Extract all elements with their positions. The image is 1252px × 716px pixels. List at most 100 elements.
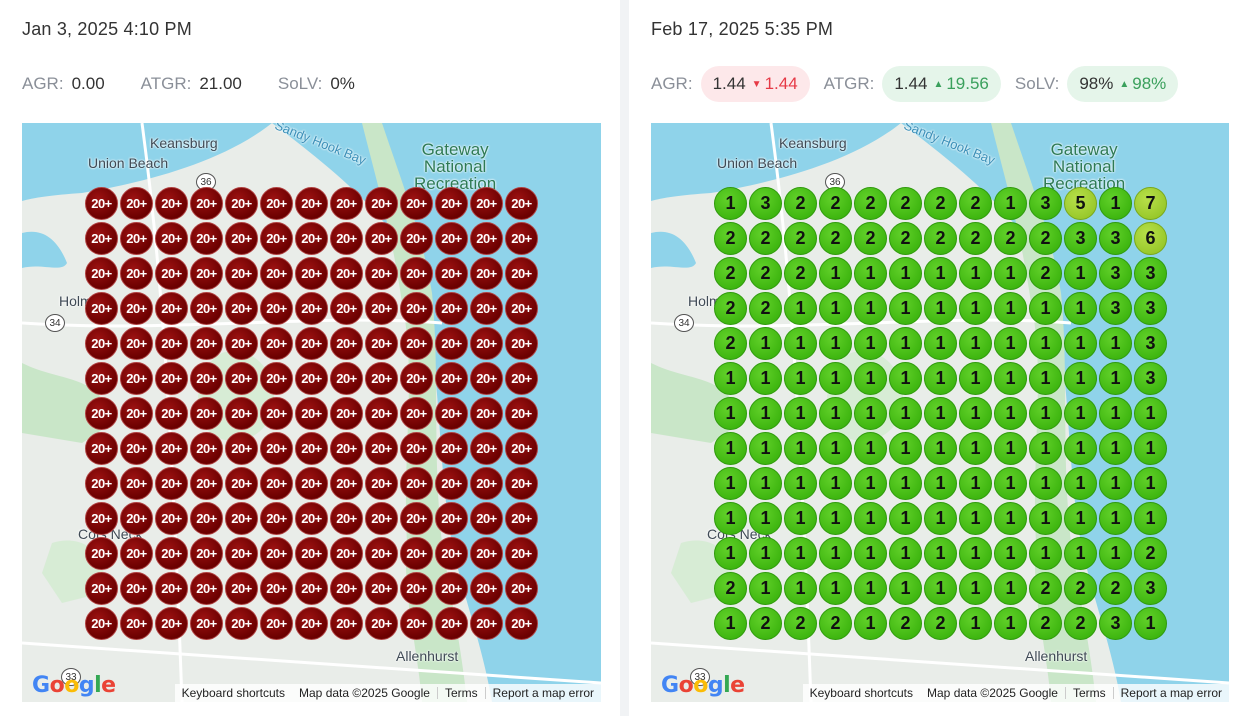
rank-pin[interactable]: 20+ [330, 327, 363, 360]
rank-pin[interactable]: 20+ [295, 537, 328, 570]
rank-pin[interactable]: 20+ [85, 292, 118, 325]
rank-pin[interactable]: 20+ [295, 257, 328, 290]
rank-pin[interactable]: 1 [819, 362, 852, 395]
rank-pin[interactable]: 20+ [190, 502, 223, 535]
rank-pin[interactable]: 20+ [330, 292, 363, 325]
rank-pin[interactable]: 1 [819, 502, 852, 535]
rank-pin[interactable]: 1 [924, 292, 957, 325]
rank-pin[interactable]: 20+ [400, 607, 433, 640]
rank-pin[interactable]: 20+ [225, 537, 258, 570]
rank-pin[interactable]: 20+ [330, 397, 363, 430]
rank-pin[interactable]: 2 [819, 222, 852, 255]
rank-pin[interactable]: 20+ [435, 607, 468, 640]
rank-pin[interactable]: 20+ [365, 187, 398, 220]
rank-pin[interactable]: 1 [854, 257, 887, 290]
rank-pin[interactable]: 20+ [85, 467, 118, 500]
rank-pin[interactable]: 1 [819, 467, 852, 500]
rank-pin[interactable]: 1 [1099, 187, 1132, 220]
rank-pin[interactable]: 1 [924, 572, 957, 605]
rank-pin[interactable]: 20+ [225, 397, 258, 430]
rank-pin[interactable]: 20+ [295, 292, 328, 325]
rank-pin[interactable]: 20+ [365, 327, 398, 360]
rank-pin[interactable]: 20+ [365, 222, 398, 255]
rank-pin[interactable]: 20+ [400, 467, 433, 500]
rank-pin[interactable]: 1 [854, 502, 887, 535]
rank-pin[interactable]: 20+ [400, 187, 433, 220]
rank-pin[interactable]: 3 [1099, 292, 1132, 325]
rank-pin[interactable]: 2 [994, 222, 1027, 255]
rank-pin[interactable]: 20+ [225, 222, 258, 255]
rank-pin[interactable]: 1 [959, 362, 992, 395]
rank-pin[interactable]: 1 [1029, 537, 1062, 570]
rank-pin[interactable]: 2 [1064, 607, 1097, 640]
rank-pin[interactable]: 20+ [190, 397, 223, 430]
rank-pin[interactable]: 1 [1064, 502, 1097, 535]
rank-pin[interactable]: 20+ [225, 362, 258, 395]
rank-pin[interactable]: 1 [1064, 467, 1097, 500]
rank-pin[interactable]: 20+ [435, 467, 468, 500]
rank-pin[interactable]: 1 [994, 292, 1027, 325]
rank-pin[interactable]: 2 [889, 187, 922, 220]
rank-pin[interactable]: 20+ [260, 572, 293, 605]
rank-pin[interactable]: 1 [994, 187, 1027, 220]
rank-pin[interactable]: 20+ [155, 607, 188, 640]
rank-pin[interactable]: 20+ [190, 607, 223, 640]
rank-pin[interactable]: 1 [959, 257, 992, 290]
rank-pin[interactable]: 20+ [400, 362, 433, 395]
rank-pin[interactable]: 1 [749, 572, 782, 605]
rank-pin[interactable]: 2 [889, 607, 922, 640]
rank-pin[interactable]: 1 [854, 292, 887, 325]
rank-pin[interactable]: 3 [1134, 292, 1167, 325]
rank-pin[interactable]: 1 [784, 362, 817, 395]
rank-pin[interactable]: 1 [854, 537, 887, 570]
rank-pin[interactable]: 20+ [435, 327, 468, 360]
rank-pin[interactable]: 3 [749, 187, 782, 220]
rank-pin[interactable]: 1 [1064, 327, 1097, 360]
rank-pin[interactable]: 3 [1029, 187, 1062, 220]
rank-pin[interactable]: 20+ [155, 327, 188, 360]
rank-pin[interactable]: 2 [889, 222, 922, 255]
rank-pin[interactable]: 20+ [190, 292, 223, 325]
rank-pin[interactable]: 20+ [435, 537, 468, 570]
rank-pin[interactable]: 20+ [190, 572, 223, 605]
rank-pin[interactable]: 20+ [155, 572, 188, 605]
rank-pin[interactable]: 1 [819, 292, 852, 325]
rank-pin[interactable]: 20+ [155, 257, 188, 290]
rank-pin[interactable]: 20+ [400, 257, 433, 290]
rank-pin[interactable]: 20+ [400, 537, 433, 570]
rank-pin[interactable]: 20+ [470, 222, 503, 255]
rank-pin[interactable]: 1 [994, 257, 1027, 290]
rank-pin[interactable]: 20+ [435, 432, 468, 465]
rank-pin[interactable]: 20+ [295, 362, 328, 395]
rank-pin[interactable]: 1 [924, 397, 957, 430]
rank-pin[interactable]: 20+ [470, 607, 503, 640]
rank-pin[interactable]: 2 [749, 257, 782, 290]
rank-pin[interactable]: 20+ [435, 362, 468, 395]
rank-pin[interactable]: 1 [924, 327, 957, 360]
rank-pin[interactable]: 1 [714, 467, 747, 500]
rank-pin[interactable]: 1 [784, 327, 817, 360]
rank-pin[interactable]: 20+ [155, 397, 188, 430]
rank-pin[interactable]: 1 [854, 572, 887, 605]
rank-pin[interactable]: 20+ [190, 187, 223, 220]
rank-pin[interactable]: 2 [1029, 222, 1062, 255]
rank-pin[interactable]: 1 [854, 327, 887, 360]
rank-pin[interactable]: 1 [784, 537, 817, 570]
rank-pin[interactable]: 20+ [85, 187, 118, 220]
rank-pin[interactable]: 20+ [295, 222, 328, 255]
rank-pin[interactable]: 1 [714, 187, 747, 220]
rank-pin[interactable]: 20+ [365, 432, 398, 465]
terms-link[interactable]: Terms [1072, 686, 1106, 700]
rank-pin[interactable]: 1 [854, 432, 887, 465]
rank-pin[interactable]: 20+ [470, 327, 503, 360]
rank-pin[interactable]: 20+ [505, 502, 538, 535]
rank-pin[interactable]: 2 [749, 222, 782, 255]
rank-pin[interactable]: 1 [924, 362, 957, 395]
rank-pin[interactable]: 20+ [330, 467, 363, 500]
rank-pin[interactable]: 20+ [365, 397, 398, 430]
rank-pin[interactable]: 20+ [365, 502, 398, 535]
rank-pin[interactable]: 20+ [295, 572, 328, 605]
rank-pin[interactable]: 2 [854, 222, 887, 255]
rank-pin[interactable]: 2 [819, 607, 852, 640]
rank-pin[interactable]: 1 [994, 467, 1027, 500]
